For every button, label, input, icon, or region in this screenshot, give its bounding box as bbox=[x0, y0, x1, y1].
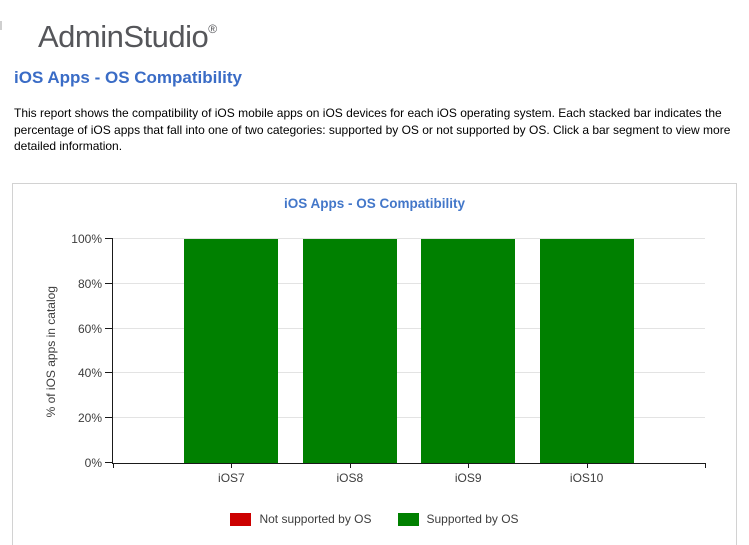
y-tick-label-40: 40% bbox=[77, 366, 102, 381]
y-axis-tick-20 bbox=[105, 417, 113, 419]
page-title: iOS Apps - OS Compatibility bbox=[14, 68, 242, 87]
gridline-40 bbox=[113, 372, 705, 374]
legend-swatch-supported-by-os bbox=[397, 512, 419, 526]
app-logo: AdminStudio® bbox=[38, 11, 749, 55]
y-tick-label-100: 100% bbox=[71, 232, 102, 246]
y-axis-tick-60 bbox=[105, 327, 113, 329]
y-axis-tick-0 bbox=[105, 462, 113, 463]
x-axis-tick-ios7 bbox=[231, 463, 233, 468]
legend-swatch-not-supported-by-os bbox=[230, 512, 252, 526]
x-axis-tick-ios10 bbox=[586, 463, 588, 468]
x-axis-label-ios8: iOS8 bbox=[336, 471, 364, 485]
logo-text: AdminStudio bbox=[38, 19, 209, 54]
y-tick-label-60: 60% bbox=[77, 321, 102, 336]
x-axis-label-ios9: iOS9 bbox=[454, 471, 482, 485]
chart-title: iOS Apps - OS Compatibility bbox=[283, 196, 465, 211]
legend-item-supported-by-os: Supported by OS bbox=[397, 512, 519, 526]
x-axis-end-tick-0 bbox=[113, 463, 114, 468]
x-axis-tick-ios8 bbox=[349, 463, 351, 468]
y-axis-title-wrap: % of iOS apps in catalog bbox=[41, 239, 61, 464]
gridline-100 bbox=[113, 238, 705, 239]
x-axis-tick-ios9 bbox=[468, 463, 470, 468]
y-axis-title: % of iOS apps in catalog bbox=[44, 285, 58, 418]
plot-area: 0% 20% 40% 60% 80% 100% iOS7 iOS8 iOS9 iOS10 bbox=[71, 232, 706, 485]
legend: Not supported by OS Supported by OS bbox=[13, 512, 736, 526]
legend-item-not-supported-by-os: Not supported by OS bbox=[230, 512, 372, 526]
x-axis-end-tick-100 bbox=[705, 463, 706, 468]
y-axis-tick-80 bbox=[105, 282, 113, 284]
legend-label-not-supported-by-os: Not supported by OS bbox=[259, 512, 372, 526]
chart-panel: iOS Apps - OS Compatibility % of iOS app… bbox=[12, 183, 737, 545]
legend-label-supported-by-os: Supported by OS bbox=[426, 512, 519, 526]
gridline-20 bbox=[113, 417, 705, 419]
x-axis-label-ios7: iOS7 bbox=[218, 471, 245, 485]
registered-mark-icon: ® bbox=[208, 22, 217, 36]
x-axis-label-ios10: iOS10 bbox=[569, 471, 604, 485]
y-tick-label-0: 0% bbox=[84, 456, 102, 470]
y-tick-label-80: 80% bbox=[77, 276, 102, 291]
left-edge-artifact bbox=[0, 21, 2, 30]
gridline-80 bbox=[113, 282, 705, 284]
y-axis-tick-100 bbox=[105, 238, 113, 239]
y-axis-tick-40 bbox=[105, 372, 113, 374]
gridline-60 bbox=[113, 327, 705, 329]
bar-segment-supported-by-os-ios9[interactable] bbox=[421, 239, 516, 463]
bar-segment-supported-by-os-ios7[interactable] bbox=[184, 239, 279, 463]
bar-segment-supported-by-os-ios10[interactable] bbox=[539, 239, 634, 463]
y-tick-label-20: 20% bbox=[77, 411, 102, 426]
page-description: This report shows the compatibility of i… bbox=[14, 106, 731, 153]
bar-segment-supported-by-os-ios8[interactable] bbox=[302, 239, 397, 463]
